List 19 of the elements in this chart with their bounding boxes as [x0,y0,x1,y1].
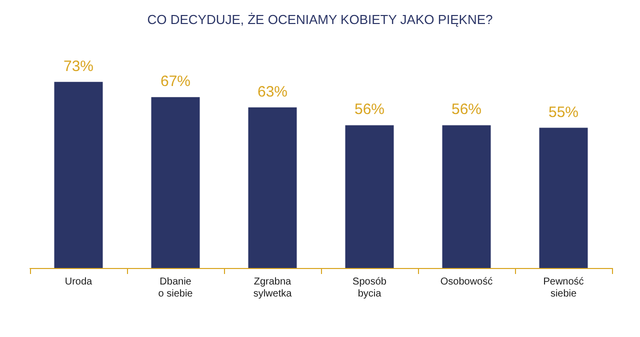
chart-title: CO DECYDUJE, ŻE OCENIAMY KOBIETY JAKO PIĘKNE? [147,12,493,27]
x-tick-label: Uroda [64,276,93,288]
x-tick-label: Dbanie o siebie [158,276,194,300]
bar [345,125,394,268]
bar [54,82,103,268]
x-tick-label: Pewność siebie [543,276,584,300]
data-label: 56% [354,101,385,118]
x-tick-label: Zgrabna sylwetka [253,276,292,300]
bar [151,97,200,268]
bar [539,128,588,268]
x-tick-label: Osobowość [440,276,493,288]
bar [248,107,297,268]
data-label: 56% [451,101,482,118]
data-label: 63% [257,83,288,100]
data-label: 55% [548,104,579,121]
data-label: 67% [160,73,191,90]
x-tick-label: Sposób bycia [352,276,387,300]
data-label: 73% [63,58,94,75]
bar [442,125,491,268]
